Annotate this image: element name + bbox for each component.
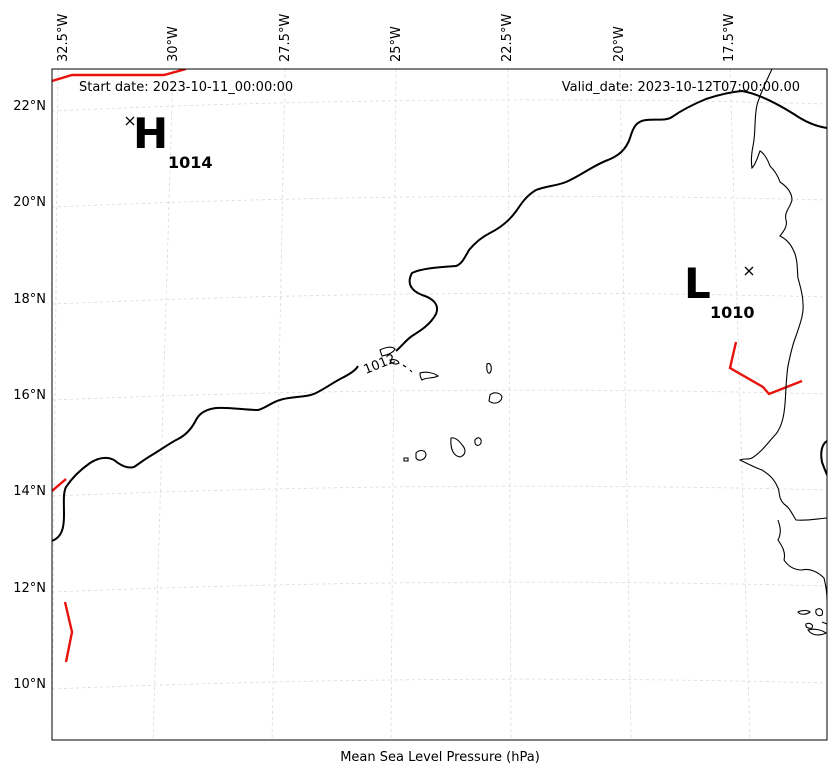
front-east [728, 341, 803, 396]
lat-tick-label: 10°N [13, 677, 46, 692]
lon-tick-label: 20°W [612, 26, 627, 62]
low-symbol: L [684, 259, 711, 308]
isobar-segment-east [820, 440, 827, 476]
valid-date-label: Valid_date: 2023-10-12T07:00:00.00 [562, 80, 800, 95]
bissagos-islands [797, 608, 827, 636]
start-date-label: Start date: 2023-10-11_00:00:00 [79, 80, 293, 95]
low-pressure-center: L 1010 [684, 259, 755, 322]
isobar-1012 [52, 365, 359, 542]
lat-tick-label: 18°N [13, 292, 46, 307]
low-pressure-value: 1010 [710, 303, 755, 322]
cape-verde-islands [379, 346, 503, 462]
lon-tick-label: 25°W [389, 26, 404, 62]
africa-coastline [738, 69, 827, 521]
map-footer-label: Mean Sea Level Pressure (hPa) [340, 750, 540, 765]
high-center-marker [125, 116, 135, 126]
high-symbol: H [133, 109, 168, 158]
lat-tick-label: 14°N [13, 484, 46, 499]
lon-tick-label: 30°W [166, 26, 181, 62]
isobar-1012-upper [395, 89, 827, 352]
lat-tick-label: 22°N [13, 99, 46, 114]
lat-tick-label: 12°N [13, 581, 46, 596]
lon-tick-label: 22.5°W [500, 14, 515, 62]
longitude-ticks: 32.5°W 30°W 27.5°W 25°W 22.5°W 20°W 17.5… [56, 14, 737, 62]
map-area [52, 69, 827, 740]
lon-tick-label: 32.5°W [56, 14, 71, 62]
africa-coastline-south [777, 519, 827, 601]
front-left-b [63, 601, 74, 663]
front-top-left [52, 69, 187, 83]
front-left-a [52, 478, 67, 492]
latitude-ticks: 22°N 20°N 18°N 16°N 14°N 12°N 10°N [13, 99, 46, 692]
lon-tick-label: 27.5°W [278, 14, 293, 62]
high-pressure-value: 1014 [168, 153, 213, 172]
lon-tick-label: 17.5°W [722, 14, 737, 62]
lat-tick-label: 16°N [13, 388, 46, 403]
map-frame [51, 68, 828, 741]
graticule [52, 69, 827, 740]
lat-tick-label: 20°N [13, 195, 46, 210]
high-pressure-center: H 1014 [125, 109, 213, 172]
low-center-marker [744, 266, 754, 276]
